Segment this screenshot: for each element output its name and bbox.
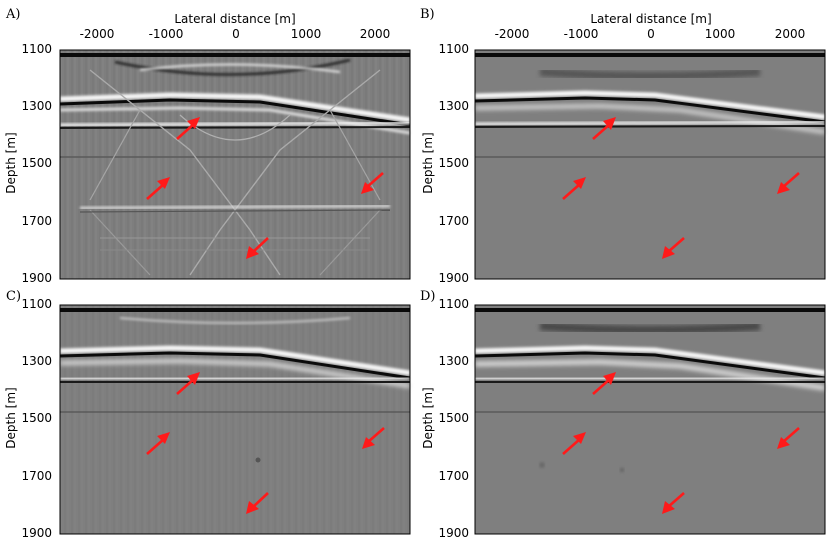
x-tick: -2000 (495, 27, 530, 41)
x-tick: 1000 (291, 27, 322, 41)
y-tick: 1100 (21, 297, 52, 311)
arrow-group (562, 117, 800, 259)
y-axis-title: Depth [m] (421, 132, 435, 193)
y-tick: 1900 (21, 271, 52, 285)
y-tick: 1700 (21, 214, 52, 228)
red-arrow-icon (246, 492, 269, 514)
y-tick: 1100 (21, 42, 52, 56)
panel-label: D) (420, 289, 436, 304)
y-tick: 1500 (21, 156, 52, 170)
panel-a: A) Lateral distance [m] -2000 -1000 0 10… (4, 7, 411, 285)
arrow-group (146, 117, 384, 259)
red-arrow-icon (146, 432, 170, 455)
red-arrow-icon (592, 372, 616, 395)
x-tick: -2000 (80, 27, 115, 41)
y-axis-title: Depth [m] (421, 387, 435, 448)
red-arrow-icon (176, 117, 200, 140)
seismic-image (474, 50, 826, 279)
seismic-image (474, 305, 826, 534)
y-tick: 1700 (438, 469, 469, 483)
y-axis-title: Depth [m] (4, 387, 18, 448)
panel-label: A) (5, 7, 20, 22)
panel-label: C) (6, 289, 21, 304)
red-arrow-icon (361, 172, 384, 194)
panel-d: D) 1100 1300 1500 1700 1900 Depth [m] (420, 289, 826, 540)
x-tick: 2000 (775, 27, 806, 41)
x-tick: -1000 (149, 27, 184, 41)
panel-b: B) Lateral distance [m] -2000 -1000 0 10… (420, 7, 826, 285)
y-tick: 1300 (438, 99, 469, 113)
arrow-group (562, 372, 800, 514)
y-tick: 1500 (438, 411, 469, 425)
red-arrow-icon (662, 492, 685, 514)
x-tick: -1000 (564, 27, 599, 41)
y-tick: 1300 (438, 354, 469, 368)
y-tick: 1900 (438, 271, 469, 285)
x-tick: 0 (647, 27, 655, 41)
panel-c: C) 1100 1300 1500 1700 1900 Depth [m] (4, 289, 411, 540)
red-arrow-icon (777, 172, 800, 194)
plot-frame (474, 304, 826, 535)
red-arrow-icon (246, 237, 269, 259)
red-arrow-icon (146, 177, 170, 200)
red-arrow-icon (562, 432, 586, 455)
plot-frame (59, 304, 411, 535)
x-axis-title: Lateral distance [m] (174, 12, 295, 26)
panel-label: B) (420, 7, 435, 22)
y-tick: 1500 (21, 411, 52, 425)
x-tick: 2000 (360, 27, 391, 41)
x-axis-title: Lateral distance [m] (590, 12, 711, 26)
y-tick: 1300 (21, 354, 52, 368)
red-arrow-icon (362, 427, 385, 449)
y-tick: 1300 (21, 99, 52, 113)
x-tick: 0 (232, 27, 240, 41)
plot-frame (59, 49, 411, 280)
y-tick: 1100 (438, 42, 469, 56)
red-arrow-icon (592, 117, 616, 140)
seismic-image (59, 50, 411, 279)
y-tick: 1700 (21, 469, 52, 483)
red-arrow-icon (662, 237, 685, 259)
y-tick: 1500 (438, 156, 469, 170)
y-tick: 1900 (21, 526, 52, 540)
arrow-group (146, 372, 385, 514)
y-tick: 1900 (438, 526, 469, 540)
red-arrow-icon (777, 427, 800, 449)
red-arrow-icon (176, 372, 200, 395)
plot-frame (474, 49, 826, 280)
seismic-image (59, 305, 411, 534)
y-tick: 1700 (438, 214, 469, 228)
y-axis-title: Depth [m] (4, 132, 18, 193)
y-tick: 1100 (438, 297, 469, 311)
x-tick: 1000 (705, 27, 736, 41)
red-arrow-icon (562, 177, 586, 200)
